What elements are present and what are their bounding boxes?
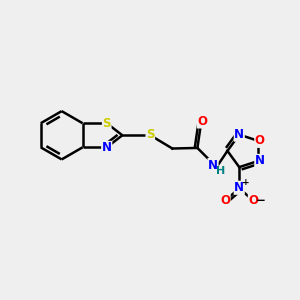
Text: N: N: [234, 181, 244, 194]
Text: S: S: [103, 117, 111, 130]
Text: N: N: [208, 158, 218, 172]
Text: O: O: [197, 115, 207, 128]
Text: O: O: [220, 194, 230, 207]
Text: S: S: [146, 128, 154, 141]
Text: N: N: [102, 141, 112, 154]
Text: N: N: [255, 154, 265, 167]
Text: N: N: [234, 128, 244, 141]
Text: H: H: [216, 167, 226, 176]
Text: O: O: [248, 194, 258, 207]
Text: O: O: [255, 134, 265, 147]
Text: −: −: [256, 194, 266, 207]
Text: +: +: [242, 178, 250, 187]
